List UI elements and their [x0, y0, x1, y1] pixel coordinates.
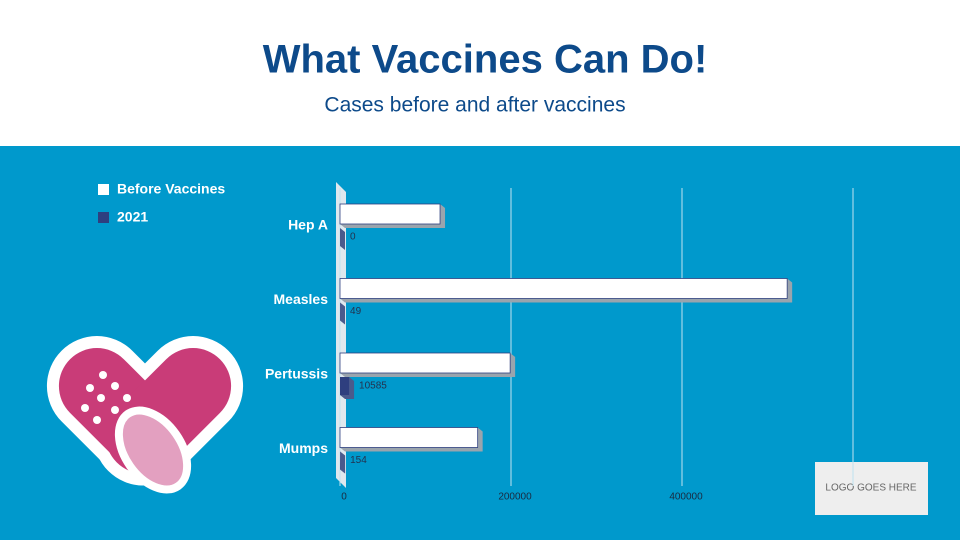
logo-text: LOGO GOES HERE [825, 483, 916, 494]
bar [339, 203, 441, 225]
category-label: Measles [274, 291, 329, 307]
axis-wall [336, 182, 346, 488]
bar [340, 377, 350, 395]
category-label: Hep A [288, 217, 328, 233]
bar-depth [340, 228, 345, 250]
title: What Vaccines Can Do! [263, 38, 708, 82]
header-bg [0, 0, 960, 146]
x-tick-label: 400000 [669, 492, 703, 503]
bar [339, 278, 788, 299]
bar [339, 352, 511, 374]
heart-bandage [46, 336, 244, 494]
plot: 0 200000 400000 Before Vaccines 2021 Hep A 0 Me… [98, 181, 854, 503]
subtitle: Cases before and after vaccines [324, 94, 625, 117]
bar-depth [340, 451, 346, 474]
value-label: 10585 [359, 381, 387, 392]
value-label: 0 [350, 232, 356, 243]
logo-box [815, 462, 928, 515]
legend-label: 2021 [117, 209, 148, 225]
category-label: Pertussis [265, 366, 328, 382]
legend-label: Before Vaccines [117, 181, 225, 197]
bar-depth [340, 302, 346, 325]
x-tick-label: 0 [341, 492, 347, 503]
category-label: Mumps [279, 440, 328, 456]
value-label: 154 [350, 455, 367, 466]
x-tick-label: 200000 [498, 492, 532, 503]
bar [339, 427, 479, 448]
legend-swatch [98, 212, 109, 223]
legend-swatch [98, 184, 109, 195]
value-label: 49 [350, 306, 362, 317]
